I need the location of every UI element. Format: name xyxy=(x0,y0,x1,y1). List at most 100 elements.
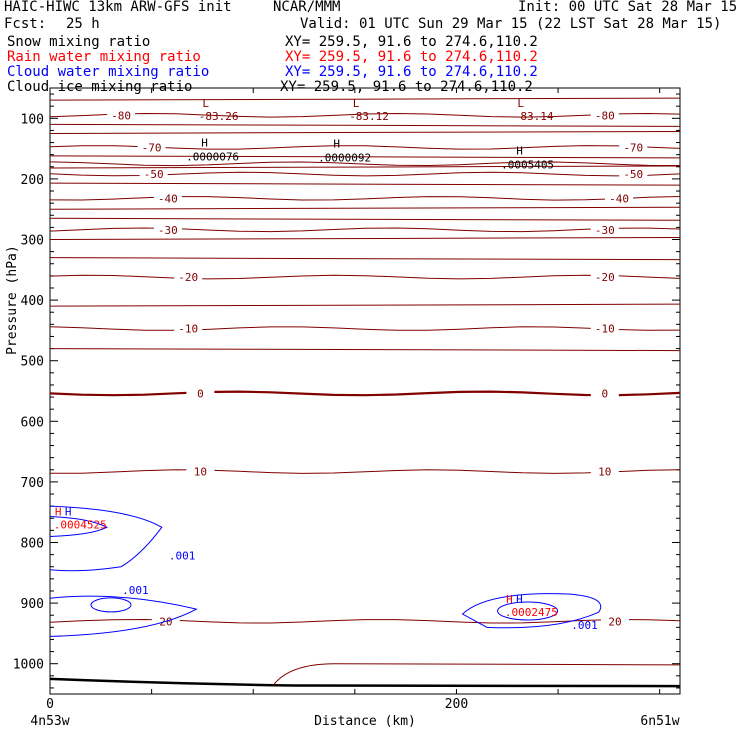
isotherm-label-bg xyxy=(619,167,648,181)
isotherm-label-bg xyxy=(590,464,619,478)
temperature-extremum-marker: L xyxy=(517,97,524,110)
isotherm-label-bg xyxy=(139,167,168,181)
cloud-contour xyxy=(49,595,198,637)
isotherm-label-bg xyxy=(151,614,180,628)
isotherm-label: -30 xyxy=(158,224,178,237)
isotherm-label: -50 xyxy=(623,168,643,181)
cloud-water-extremum-marker: H xyxy=(65,505,72,518)
cloud-contour xyxy=(461,593,602,629)
ice-extremum-marker: H xyxy=(333,138,340,151)
cloud-contour-label: .001 xyxy=(571,619,598,632)
cloud-contour-label: .001 xyxy=(122,584,149,597)
isotherm-label-bg xyxy=(605,191,634,205)
isotherm-line-minor xyxy=(49,237,681,240)
y-tick-label: 1000 xyxy=(13,658,44,673)
isotherm-line-minor xyxy=(49,97,681,101)
isotherm-label-bg xyxy=(590,321,619,335)
isotherm-label-bg xyxy=(174,270,203,284)
isotherm-label: -70 xyxy=(142,141,162,154)
isotherm-line-minor xyxy=(49,217,681,221)
y-tick-label: 100 xyxy=(21,112,44,127)
cloud-contour xyxy=(49,505,163,572)
field-cloud-water-name: Cloud water mixing ratio xyxy=(7,64,210,80)
isotherm-line xyxy=(49,469,681,474)
isotherm-label-bg xyxy=(619,140,648,154)
isotherm-label-bg xyxy=(590,270,619,284)
isotherm-line xyxy=(49,274,681,280)
init-time: Init: 00 UTC Sat 28 Mar 15 xyxy=(518,0,738,15)
x-tick-label: 200 xyxy=(445,697,468,712)
isotherm-label: -30 xyxy=(595,224,615,237)
y-tick-label: 300 xyxy=(21,234,44,249)
isotherm-label: 0 xyxy=(601,387,608,400)
ice-extremum-value: .0000076 xyxy=(186,150,239,163)
isotherm-line-minor xyxy=(49,155,681,159)
x-axis-title: Distance (km) xyxy=(314,714,416,729)
cloud-contour xyxy=(90,597,132,613)
isotherm-line-minor xyxy=(49,123,681,127)
isotherm-label: 0 xyxy=(197,387,204,400)
y-tick-label: 500 xyxy=(21,355,44,370)
isotherm-label: -80 xyxy=(595,109,615,122)
isotherm-line xyxy=(49,390,681,397)
forecast-hours: 25 h xyxy=(66,16,100,32)
y-axis-title: Pressure (hPa) xyxy=(5,245,20,355)
isotherm-label: -20 xyxy=(595,271,615,284)
isotherm-line xyxy=(49,326,681,331)
rain-extremum-value: .0002475 xyxy=(505,606,558,619)
isotherm-line-minor xyxy=(49,348,681,352)
field-cloud-ice-xy: XY= 259.5, 91.6 to 274.6,110.2 xyxy=(280,79,533,95)
isotherm-line-minor xyxy=(49,303,681,307)
field-rain-name: Rain water mixing ratio xyxy=(7,49,201,65)
valid-time: Valid: 01 UTC Sun 29 Mar 15 (22 LST Sat … xyxy=(300,16,722,32)
x-tick-label: 0 xyxy=(46,697,54,712)
isotherm-label-bg xyxy=(590,386,619,400)
temperature-extremum-value: -83.14 xyxy=(514,110,554,123)
temperature-extremum-marker: L xyxy=(202,97,209,110)
isotherm-label-bg xyxy=(600,614,629,628)
isotherm-line-minor xyxy=(49,165,681,169)
temperature-extremum-value: -83.26 xyxy=(199,110,239,123)
isotherm-label: 10 xyxy=(598,466,611,479)
isotherm-label-bg xyxy=(174,321,203,335)
cloud-contour-label: .001 xyxy=(169,549,196,562)
isotherm-label-bg xyxy=(186,386,215,400)
isotherm-label-bg xyxy=(153,191,182,205)
isotherm-label-bg xyxy=(137,140,166,154)
isotherm-label-bg xyxy=(153,222,182,236)
y-tick-label: 200 xyxy=(21,173,44,188)
y-tick-label: 700 xyxy=(21,476,44,491)
x-end-label-right: 6n51w xyxy=(640,714,679,729)
isotherm-label: -40 xyxy=(609,192,629,205)
forecast-label: Fcst: xyxy=(4,16,47,32)
isotherm-label: -10 xyxy=(178,323,198,336)
rain-extremum-marker: H xyxy=(55,505,62,518)
isotherm-line-minor xyxy=(49,206,681,210)
y-tick-label: 400 xyxy=(21,294,44,309)
isotherm-label-bg xyxy=(186,464,215,478)
field-snow-name: Snow mixing ratio xyxy=(7,34,151,50)
isotherm-line xyxy=(49,161,681,167)
ice-extremum-marker: H xyxy=(201,136,208,149)
isotherm-label-bg xyxy=(590,222,619,236)
field-cloud-ice-name: Cloud ice mixing ratio xyxy=(7,79,193,95)
field-rain-xy: XY= 259.5, 91.6 to 274.6,110.2 xyxy=(285,49,538,65)
isotherm-label-bg xyxy=(590,108,619,122)
isotherm-line-surface xyxy=(273,663,681,686)
plot-frame xyxy=(49,87,681,695)
isotherm-line xyxy=(49,196,681,201)
temperature-extremum-marker: L xyxy=(353,97,360,110)
isotherm-label: -20 xyxy=(178,271,198,284)
rain-extremum-marker: H xyxy=(506,593,513,606)
isotherm-line xyxy=(49,227,681,233)
isotherm-label: -70 xyxy=(623,141,643,154)
terrain-line xyxy=(49,677,681,688)
field-snow-xy: XY= 259.5, 91.6 to 274.6,110.2 xyxy=(285,34,538,50)
org-label: NCAR/MMM xyxy=(273,0,341,15)
temperature-extremum-value: -83.12 xyxy=(349,110,389,123)
ice-extremum-marker: H xyxy=(516,144,523,157)
isotherm-line xyxy=(49,112,681,118)
isotherm-label: -40 xyxy=(158,192,178,205)
ice-extremum-value: .0005405 xyxy=(501,158,554,171)
